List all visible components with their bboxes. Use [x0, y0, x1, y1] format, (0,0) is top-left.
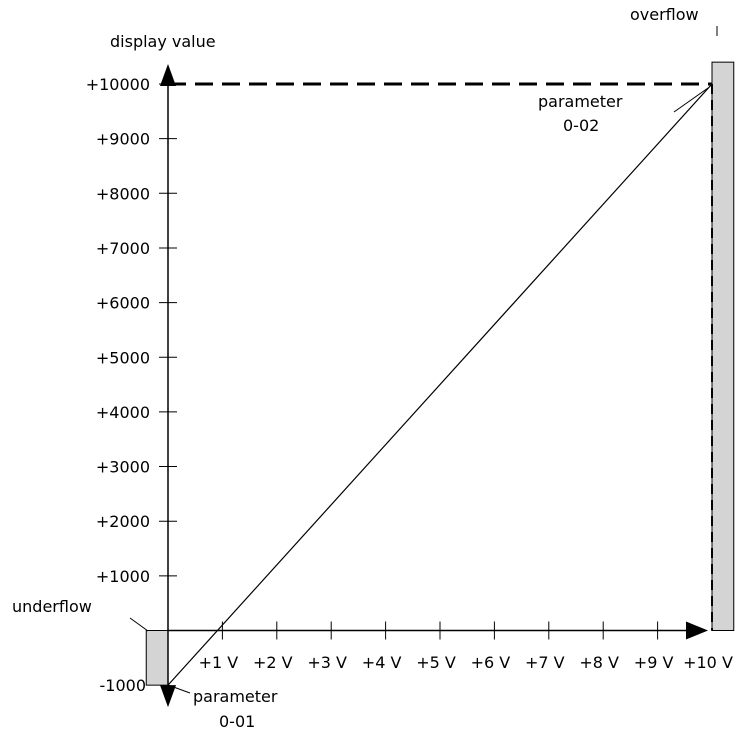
y-axis-arrow-down [160, 685, 176, 708]
x-tick-label: +9 V [634, 653, 674, 672]
x-tick-label: +4 V [362, 653, 402, 672]
parameter-bottom-leader-line [167, 684, 191, 694]
x-tick-label: +2 V [253, 653, 293, 672]
overflow-label: overflow [630, 5, 699, 24]
x-tick-label: +5 V [416, 653, 456, 672]
parameter-top-leader-line [673, 87, 709, 113]
axes: -1000 +1000 +2000 +3000 +4000 +5000 +6000 +7000… [86, 64, 733, 708]
underflow-leader-line [129, 617, 149, 632]
y-tick-label: +4000 [96, 403, 150, 422]
parameter-bottom-label: parameter [193, 687, 278, 706]
underflow-label: underflow [12, 597, 92, 616]
parameter-top-label: parameter [538, 92, 623, 111]
marks [167, 82, 713, 686]
y-tick-label: +8000 [96, 184, 150, 203]
x-tick-label: +10 V [683, 653, 733, 672]
bands [145, 61, 735, 686]
y-tick-label: +5000 [96, 348, 150, 367]
y-tick-label: +3000 [96, 458, 150, 477]
overflow-band [711, 61, 735, 631]
y-tick-label: +1000 [96, 567, 150, 586]
parameter-top-code: 0-02 [563, 116, 599, 135]
x-tick-label: +7 V [525, 653, 565, 672]
y-tick-label: +2000 [96, 512, 150, 531]
y-tick-label: +7000 [96, 239, 150, 258]
y-tick-label: +6000 [96, 294, 150, 313]
x-tick-label: +6 V [471, 653, 511, 672]
underflow-band [145, 630, 169, 686]
y-axis-arrow-up [160, 64, 176, 86]
x-tick-label: +8 V [579, 653, 619, 672]
parameter-bottom-code: 0-01 [219, 712, 255, 731]
x-tick-label: +1 V [199, 653, 239, 672]
series-line [167, 83, 713, 686]
x-tick-label: +3 V [307, 653, 347, 672]
y-tick-label: +9000 [96, 130, 150, 149]
y-tick-label: +10000 [86, 75, 150, 94]
y-tick-label: -1000 [100, 676, 147, 695]
y-axis-label: display value [110, 32, 216, 51]
x-axis-arrow [686, 621, 708, 640]
